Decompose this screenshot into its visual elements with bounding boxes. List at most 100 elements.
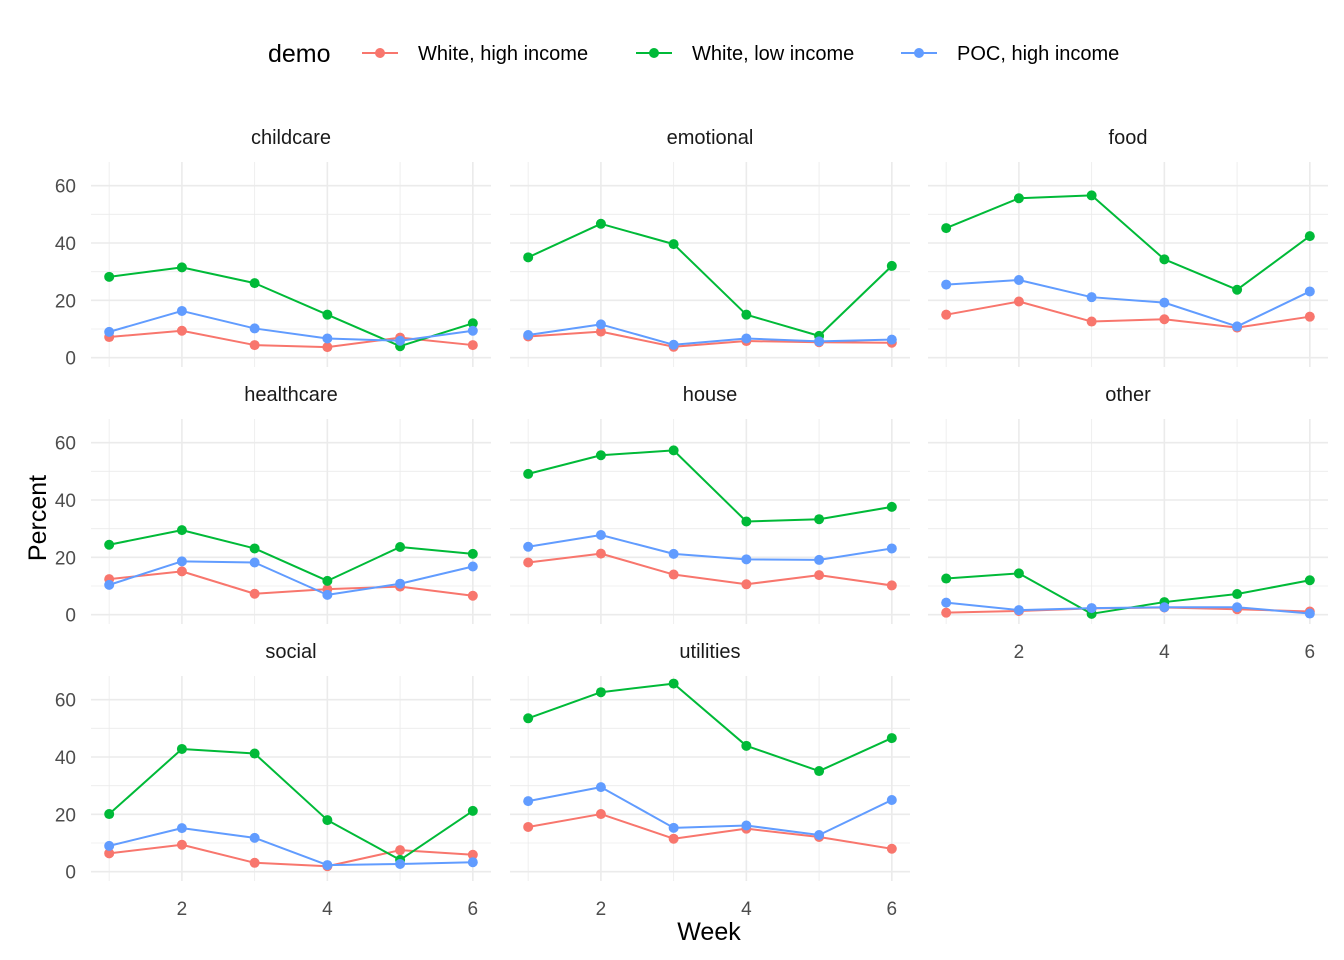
data-point-white-high-income xyxy=(595,548,606,559)
data-point-white-high-income xyxy=(467,590,478,601)
series-line-poc-high-income xyxy=(108,560,474,596)
data-point-white-low-income xyxy=(741,740,752,751)
panel-title: social xyxy=(265,641,316,663)
data-point-white-high-income xyxy=(322,342,333,353)
data-point-white-low-income xyxy=(523,252,534,263)
data-point-poc-high-income xyxy=(814,554,825,565)
series-line-white-low-income xyxy=(527,682,893,773)
data-point-white-high-income xyxy=(668,569,679,580)
series-line-white-low-income xyxy=(108,747,474,861)
data-point-poc-high-income xyxy=(249,832,260,843)
panel-healthcare: healthcare 0 20 40 60 xyxy=(55,384,491,627)
data-point-poc-high-income xyxy=(176,305,187,316)
data-point-white-low-income xyxy=(668,239,679,250)
y-tick-label: 60 xyxy=(55,691,76,712)
data-point-white-low-income xyxy=(741,516,752,527)
data-point-white-low-income xyxy=(322,575,333,586)
data-point-poc-high-income xyxy=(1159,297,1170,308)
data-point-poc-high-income xyxy=(467,325,478,336)
series-line-white-high-income xyxy=(109,570,473,597)
data-point-poc-high-income xyxy=(104,579,115,590)
data-point-white-low-income xyxy=(523,713,534,724)
x-tick-label: 4 xyxy=(1159,642,1170,663)
y-tick-label: 60 xyxy=(55,434,76,455)
data-point-white-low-income xyxy=(886,260,897,271)
data-point-poc-high-income xyxy=(1159,602,1170,613)
data-point-poc-high-income xyxy=(395,858,406,869)
series-line-poc-high-income xyxy=(108,309,473,342)
legend-key-point xyxy=(375,48,385,58)
data-point-poc-high-income xyxy=(1013,605,1024,616)
data-point-poc-high-income xyxy=(523,796,534,807)
y-tick-label: 0 xyxy=(65,863,76,884)
data-point-white-high-income xyxy=(741,579,752,590)
data-point-white-high-income xyxy=(595,326,606,337)
panel-title: food xyxy=(1109,127,1148,149)
data-point-white-high-income xyxy=(249,340,260,351)
data-point-white-low-income xyxy=(595,450,606,461)
data-point-white-high-income xyxy=(1013,296,1024,307)
panel-title: healthcare xyxy=(244,384,337,406)
panel-social: social 0 20 40 60 2 4 6 xyxy=(55,641,491,920)
data-point-white-low-income xyxy=(595,218,606,229)
y-tick-label: 20 xyxy=(55,548,76,569)
legend-item-poc-high-income: POC, high income xyxy=(901,43,1119,65)
data-point-white-high-income xyxy=(523,821,534,832)
data-point-poc-high-income xyxy=(1086,603,1097,614)
data-point-white-low-income xyxy=(941,573,952,584)
panel-title: house xyxy=(683,384,738,406)
data-point-white-low-income xyxy=(249,748,260,759)
data-point-white-low-income xyxy=(322,309,333,320)
data-point-white-high-income xyxy=(104,848,115,859)
series-line-white-high-income xyxy=(946,300,1310,329)
data-point-white-high-income xyxy=(886,843,897,854)
data-point-poc-high-income xyxy=(322,589,333,600)
data-point-poc-high-income xyxy=(668,339,679,350)
data-point-poc-high-income xyxy=(886,543,897,554)
legend-key-point xyxy=(649,48,659,58)
data-point-poc-high-income xyxy=(814,336,825,347)
data-point-white-low-income xyxy=(467,318,478,329)
panel-title: other xyxy=(1105,384,1151,406)
x-tick-label: 2 xyxy=(596,899,607,920)
data-point-white-high-income xyxy=(941,309,952,320)
data-point-white-low-income xyxy=(1086,190,1097,201)
series-line-poc-high-income xyxy=(528,323,892,346)
series-line-white-high-income xyxy=(528,813,892,850)
data-point-white-low-income xyxy=(741,309,752,320)
data-point-poc-high-income xyxy=(1086,292,1097,303)
panel-utilities: utilities 2 4 6 xyxy=(510,641,910,920)
data-point-white-high-income xyxy=(1304,311,1315,322)
data-point-white-high-income xyxy=(249,857,260,868)
data-point-poc-high-income xyxy=(249,557,260,568)
data-point-poc-high-income xyxy=(1013,274,1024,285)
x-tick-label: 2 xyxy=(177,899,188,920)
data-point-white-low-income xyxy=(176,262,187,273)
data-point-white-low-income xyxy=(467,805,478,816)
data-point-poc-high-income xyxy=(1304,286,1315,297)
data-point-white-low-income xyxy=(467,548,478,559)
data-point-white-high-income xyxy=(941,607,952,618)
legend-label: White, low income xyxy=(692,43,854,65)
data-point-poc-high-income xyxy=(886,334,897,345)
series-line-white-low-income xyxy=(108,529,473,582)
legend-label: White, high income xyxy=(418,43,588,65)
panel-house: house xyxy=(510,384,910,624)
data-point-white-high-income xyxy=(176,566,187,577)
y-axis-title: Percent xyxy=(24,475,52,561)
series-line-poc-high-income xyxy=(527,786,893,836)
y-tick-label: 40 xyxy=(55,234,76,255)
data-point-white-low-income xyxy=(814,766,825,777)
data-point-poc-high-income xyxy=(1304,608,1315,619)
data-point-poc-high-income xyxy=(1232,321,1243,332)
data-point-poc-high-income xyxy=(395,578,406,589)
data-point-white-high-income xyxy=(886,580,897,591)
series-line-white-high-income xyxy=(528,330,892,348)
data-point-white-low-income xyxy=(1304,575,1315,586)
data-point-poc-high-income xyxy=(595,529,606,540)
data-point-poc-high-income xyxy=(523,541,534,552)
data-point-white-low-income xyxy=(595,687,606,698)
data-point-poc-high-income xyxy=(104,840,115,851)
data-point-poc-high-income xyxy=(322,333,333,344)
